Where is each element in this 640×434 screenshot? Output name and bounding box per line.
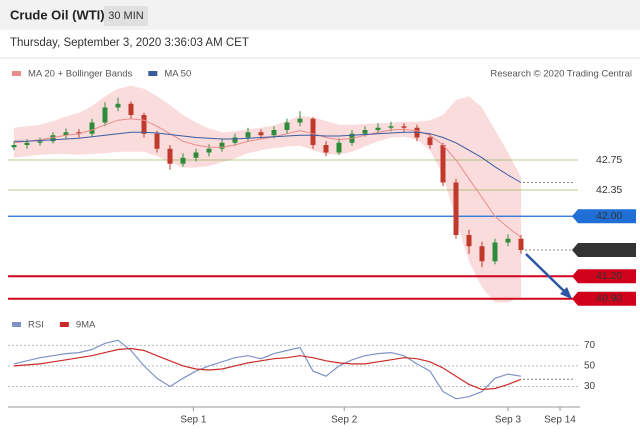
y-tick-label: 50: [584, 361, 596, 372]
timestamp: Thursday, September 3, 2020 3:36:03 AM C…: [10, 37, 249, 49]
level-label: 42.75: [596, 154, 622, 166]
x-tick-label: Sep 3: [495, 415, 522, 426]
level-label: 41.20: [596, 270, 622, 282]
candle-body: [453, 182, 459, 235]
candle-body: [193, 152, 199, 158]
candle-body: [479, 246, 485, 262]
legend-swatch: [59, 322, 69, 327]
candle-body: [362, 130, 368, 134]
candle-body: [284, 122, 290, 130]
rsi-line: [13, 347, 522, 391]
moving-average: [13, 118, 522, 238]
candle-body: [128, 103, 134, 115]
candle-body: [336, 142, 342, 153]
candle-body: [11, 145, 17, 148]
level-badge: [572, 209, 636, 224]
candle-body: [258, 132, 264, 136]
bollinger-band: [14, 85, 521, 303]
candle-body: [89, 122, 95, 134]
candle-body: [37, 141, 43, 143]
interval: 30 MIN: [108, 10, 144, 22]
x-tick-label: Sep 2: [331, 415, 358, 426]
candle-body: [115, 103, 121, 108]
arrow-head: [560, 287, 572, 299]
forecast-arrow: [525, 253, 572, 299]
candle-body: [141, 115, 147, 134]
candle-body: [375, 127, 381, 130]
candle-body: [492, 242, 498, 262]
candle-body: [323, 145, 329, 153]
candle-body: [50, 135, 56, 142]
arrow-shaft: [525, 253, 567, 294]
candle-body: [505, 238, 511, 243]
legend-swatch: [148, 71, 158, 76]
candle-body: [401, 126, 407, 128]
legend-label: MA 50: [164, 69, 191, 80]
level-label: 41.55: [596, 244, 622, 256]
x-tick-label: Sep 1: [180, 415, 207, 426]
candle-body: [271, 130, 277, 136]
candle-body: [440, 145, 446, 183]
candle-body: [24, 142, 30, 145]
candle-body: [206, 148, 212, 153]
level-label: 42.00: [596, 210, 622, 222]
interval-badge: [104, 6, 148, 26]
y-tick-label: 30: [584, 381, 596, 392]
x-tick-label: Sep 14: [544, 415, 576, 426]
candle-body: [518, 238, 524, 250]
candle-body: [466, 235, 472, 247]
instrument-title: Crude Oil (WTI): [10, 7, 105, 22]
credit: Research © 2020 Trading Central: [490, 69, 632, 80]
candle-body: [427, 137, 433, 145]
level-badge: [572, 243, 636, 257]
candle-body: [63, 132, 69, 136]
candle-body: [154, 133, 160, 149]
candle-body: [167, 148, 173, 164]
level-badge: [572, 291, 636, 306]
candle-body: [219, 142, 225, 149]
legend-swatch: [12, 71, 21, 76]
y-tick-label: 70: [584, 340, 596, 351]
rsi-line: [13, 339, 522, 400]
candle-body: [297, 118, 303, 123]
level-label: 40.90: [596, 293, 622, 305]
candle-body: [180, 157, 186, 164]
legend-swatch: [12, 322, 21, 327]
moving-average: [14, 131, 522, 183]
candle-body: [232, 137, 238, 143]
candle-body: [310, 118, 316, 145]
plot-layer: 42.75 42.35 42.00 41.55 41.20 40.90 MA 20 + Bo…: [8, 69, 636, 426]
legend-label: MA 20 + Bollinger Bands: [28, 69, 133, 80]
legend-label: 9MA: [76, 320, 96, 331]
level-badge: [572, 269, 636, 284]
candle-body: [388, 126, 394, 128]
candle-body: [76, 132, 82, 134]
level-label: 42.35: [596, 184, 622, 196]
candle-body: [245, 132, 251, 138]
legend-label: RSI: [28, 320, 44, 331]
candle-body: [102, 107, 108, 123]
